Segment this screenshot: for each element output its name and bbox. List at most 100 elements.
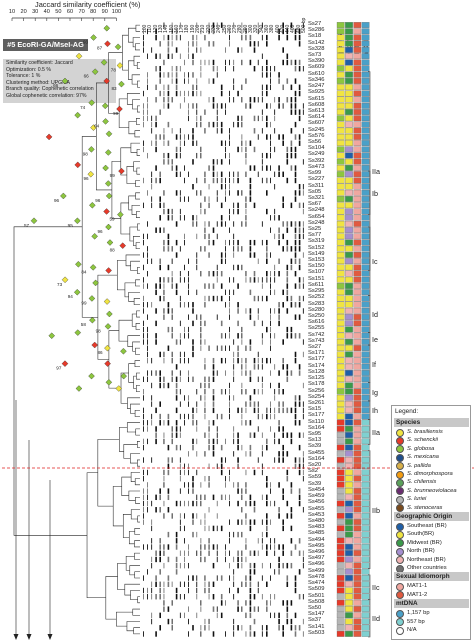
- band-mark: [261, 65, 263, 72]
- band-mark: [290, 109, 293, 115]
- metadata-cell: [336, 295, 345, 302]
- band-mark: [302, 159, 304, 165]
- band-mark: [290, 59, 293, 66]
- band-mark: [282, 47, 284, 53]
- band-mark: [298, 184, 301, 190]
- band-mark: [192, 575, 194, 581]
- band-mark: [184, 215, 185, 221]
- band-mark: [220, 215, 223, 221]
- clade-bracket: [368, 419, 371, 445]
- legend-title: Legend:: [395, 408, 419, 415]
- band-mark: [241, 382, 243, 389]
- band-mark: [147, 302, 148, 308]
- band-mark: [192, 351, 194, 358]
- metadata-cell: [345, 587, 353, 594]
- band-mark: [175, 146, 178, 153]
- band-mark: [188, 109, 189, 115]
- isolate-label: Ss147: [308, 611, 325, 618]
- band-mark: [220, 444, 223, 451]
- band-mark: [175, 407, 178, 414]
- band-mark: [167, 556, 170, 563]
- band-mark: [282, 59, 284, 66]
- metadata-cell: [361, 109, 370, 115]
- legend-label: Northeast (BR): [407, 556, 446, 563]
- band-mark: [163, 562, 165, 569]
- band-mark: [261, 625, 263, 631]
- band-mark: [196, 152, 198, 159]
- band-mark: [184, 326, 185, 333]
- band-mark: [220, 320, 223, 327]
- band-mark: [261, 413, 263, 420]
- tree-branch: [128, 195, 136, 211]
- legend-item: MAT1-1: [396, 582, 427, 591]
- node-marker: [61, 77, 69, 85]
- isolate-label: Ss50: [308, 604, 322, 611]
- band-mark: [278, 78, 280, 84]
- band-mark: [278, 382, 280, 389]
- band-mark: [286, 562, 289, 569]
- band-mark: [204, 283, 206, 289]
- metadata-cell: [353, 444, 362, 451]
- band-mark: [290, 562, 293, 569]
- isolate-label: Ss95: [308, 431, 322, 437]
- band-mark: [167, 84, 170, 91]
- legend-label: S. luriei: [407, 496, 427, 503]
- band-mark: [245, 389, 247, 395]
- band-mark: [167, 215, 170, 221]
- band-mark: [179, 475, 181, 482]
- node-marker: [120, 347, 127, 355]
- band-mark: [151, 196, 153, 202]
- band-mark: [163, 277, 165, 283]
- band-mark: [302, 277, 304, 283]
- band-mark: [286, 159, 289, 165]
- band-mark: [270, 413, 271, 420]
- band-mark: [249, 569, 252, 575]
- band-mark: [282, 407, 284, 414]
- band-mark: [270, 152, 271, 159]
- band-mark: [229, 215, 230, 221]
- band-mark: [294, 239, 297, 246]
- band-mark: [249, 631, 252, 637]
- band-mark: [270, 600, 271, 606]
- metadata-cell: [361, 332, 370, 339]
- band-mark: [159, 556, 161, 563]
- band-mark: [196, 233, 198, 240]
- band-mark: [294, 407, 297, 414]
- band-mark: [163, 314, 165, 320]
- band-mark: [225, 289, 226, 296]
- band-mark: [298, 190, 301, 196]
- node-marker: [119, 242, 126, 249]
- band-mark: [266, 525, 268, 532]
- band-mark: [261, 519, 263, 525]
- band-mark: [200, 59, 202, 66]
- band-mark: [212, 28, 215, 35]
- band-mark: [163, 34, 165, 41]
- legend-item: 557 bp: [396, 618, 425, 627]
- metadata-cell: [361, 450, 370, 457]
- node-marker: [88, 372, 95, 380]
- band-mark: [290, 370, 293, 376]
- band-mark: [155, 134, 157, 140]
- band-mark: [298, 457, 301, 463]
- band-mark: [249, 625, 252, 631]
- isolate-label: Ss609: [308, 64, 325, 71]
- band-mark: [184, 140, 185, 146]
- metadata-cell: [353, 463, 362, 470]
- metadata-cell: [361, 227, 370, 233]
- band-mark: [266, 277, 268, 283]
- metadata-cell: [353, 233, 362, 240]
- band-mark: [200, 544, 202, 550]
- band-mark: [179, 53, 181, 59]
- band-mark: [151, 618, 153, 625]
- band-mark: [233, 395, 235, 401]
- band-mark: [163, 357, 165, 364]
- band-mark: [278, 407, 280, 414]
- metadata-cell: [353, 283, 362, 289]
- band-mark: [171, 426, 173, 432]
- band-mark: [249, 420, 252, 426]
- band-mark: [151, 177, 153, 184]
- node-marker: [118, 80, 125, 88]
- band-mark: [159, 295, 161, 302]
- band-mark: [163, 84, 165, 91]
- metadata-cell: [345, 432, 353, 438]
